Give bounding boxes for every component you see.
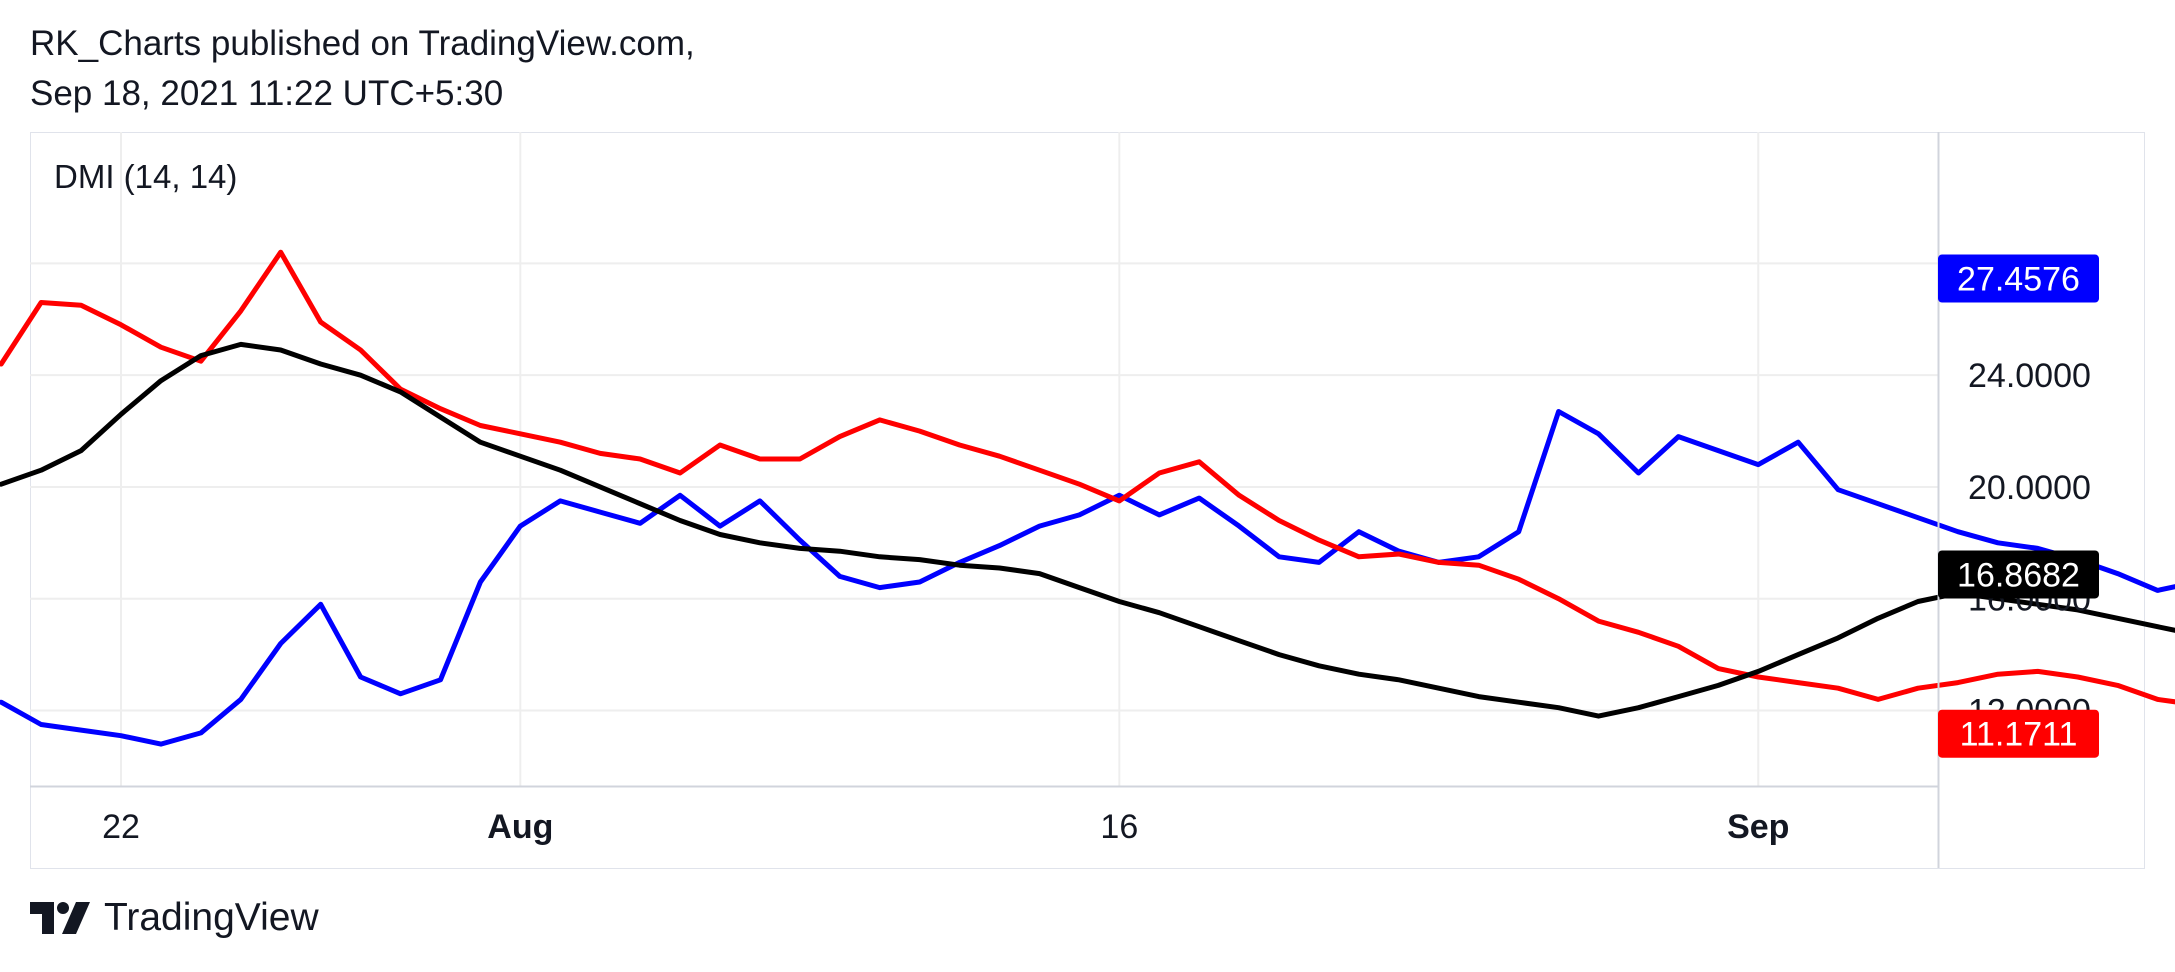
last-value-badge: 11.1711 (1938, 709, 2099, 758)
series-layer (0, 249, 2175, 747)
publisher-line: RK_Charts published on TradingView.com, (30, 24, 695, 63)
x-axis: 22Aug16Sep1322 (102, 808, 1789, 846)
tradingview-logo-icon (30, 902, 90, 934)
last-value-text: 27.4576 (1957, 261, 2080, 299)
last-value-labels: 27.4576 11.1711 16.8682 (1938, 254, 2099, 758)
x-tick-label: 16 (1100, 808, 1138, 846)
x-tick-label: Aug (487, 808, 553, 846)
x-tick-label: Sep (1727, 808, 1789, 846)
last-value-badge-bg (1938, 254, 2099, 303)
last-value-badge: 16.8682 (1938, 550, 2099, 599)
publish-date-line: Sep 18, 2021 11:22 UTC+5:30 (30, 74, 504, 113)
last-value-badge-bg (1938, 550, 2099, 599)
y-tick-label: 20.0000 (1968, 469, 2091, 507)
series-line-1 (0, 409, 2175, 747)
y-tick-label: 24.0000 (1968, 357, 2091, 395)
series-line-2 (0, 249, 2175, 705)
last-value-badge-bg (1938, 709, 2099, 758)
series-line-3 (0, 341, 2175, 719)
x-tick-label: 22 (102, 808, 140, 846)
last-value-text: 11.1711 (1960, 716, 2078, 754)
chart-frame (30, 132, 2145, 869)
indicator-title: DMI (14, 14) (54, 158, 237, 195)
brand-name: TradingView (104, 896, 319, 939)
tradingview-brand[interactable]: TradingView (30, 896, 319, 940)
grid-layer (30, 132, 1938, 786)
last-value-badge: 27.4576 (1938, 254, 2099, 303)
last-value-text: 16.8682 (1957, 556, 2080, 594)
